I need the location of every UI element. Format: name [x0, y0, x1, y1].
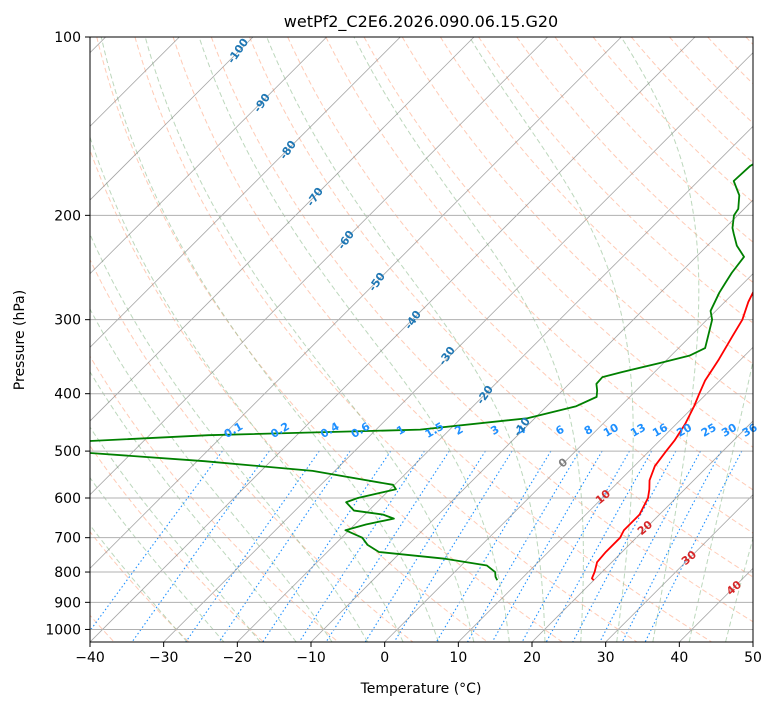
y-tick-label: 700 [54, 531, 81, 547]
dry-adiabat-line [554, 37, 753, 243]
plot-frame [89, 36, 754, 643]
y-tick-label: 1000 [45, 622, 81, 638]
dry-adiabat-line [90, 445, 264, 642]
x-axis-ticks: −40 −30 −20 −10 0 10 20 30 40 50 [75, 642, 762, 666]
moist-adiabats [90, 37, 753, 642]
moist-adiabat-line [90, 233, 369, 642]
dry-adiabat-line [439, 37, 753, 365]
isotherm-line [90, 37, 548, 496]
moist-adiabat-line [620, 37, 700, 642]
moist-adiabat-line [469, 37, 634, 642]
skewed-isotherms [90, 37, 753, 642]
dry-adiabat-line [363, 37, 753, 448]
temperature-line [591, 290, 753, 581]
mixing-ratio-line [364, 450, 486, 642]
y-axis-ticks: 100 200 300 400 500 600 700 800 900 1000 [45, 30, 90, 638]
y-tick-label: 800 [54, 565, 81, 581]
x-tick-label: 30 [597, 650, 615, 666]
isotherm-line [90, 37, 327, 275]
mixing-ratio-line [621, 450, 722, 642]
moist-adiabat-line [90, 370, 297, 642]
dry-adiabat-line [172, 37, 712, 642]
x-tick-label: −30 [149, 650, 179, 666]
isotherm-line [90, 37, 622, 569]
mixing-ratio-line [572, 450, 677, 642]
x-tick-label: 10 [449, 650, 467, 666]
x-tick-label: 40 [670, 650, 688, 666]
mixing-ratio-line [599, 450, 702, 642]
x-tick-label: 50 [744, 650, 762, 666]
isotherm-line [605, 494, 753, 642]
sounding-series [90, 163, 753, 581]
mixing-ratio-lines [90, 450, 743, 642]
x-tick-label: −40 [75, 650, 105, 666]
moist-adiabat-line [266, 37, 546, 642]
x-tick-label: −10 [296, 650, 326, 666]
mixing-ratio-line [435, 450, 552, 642]
y-tick-label: 100 [54, 30, 81, 46]
mixing-ratio-line [131, 450, 270, 642]
dry-adiabat-line [90, 355, 339, 642]
mixing-ratio-line [491, 450, 603, 642]
mixing-ratio-line [218, 450, 351, 642]
y-tick-label: 200 [54, 208, 81, 224]
isotherm-line [310, 199, 753, 642]
y-tick-label: 400 [54, 387, 81, 403]
moist-adiabat-line [688, 358, 753, 642]
moist-adiabat-line [144, 37, 475, 642]
isotherm-line [531, 420, 753, 642]
mixing-ratio-line [185, 450, 320, 642]
isotherm-line [90, 37, 696, 642]
mixing-ratio-line [545, 450, 653, 642]
mixing-ratio-line [467, 450, 580, 642]
y-tick-label: 300 [54, 313, 81, 329]
x-axis-label: Temperature (°C) [360, 681, 482, 697]
plot-background [90, 37, 753, 642]
moist-adiabat-line [198, 37, 510, 642]
y-axis-label: Pressure (hPa) [12, 290, 28, 390]
dry-adiabat-line [630, 37, 753, 164]
dewpoint-line [90, 163, 753, 581]
isotherm-line [90, 37, 254, 201]
isotherm-line [458, 346, 753, 642]
y-tick-label: 600 [54, 491, 81, 507]
isotherm-line [90, 37, 401, 348]
dry-adiabat-line [134, 37, 638, 642]
dry-adiabat-line [325, 37, 753, 491]
x-tick-label: 0 [380, 650, 389, 666]
x-tick-label: 20 [523, 650, 541, 666]
mixing-ratio-line [521, 450, 630, 642]
isotherm-line [384, 273, 753, 642]
isotherm-line [90, 37, 475, 422]
moist-adiabat-line [90, 135, 404, 642]
y-tick-label: 900 [54, 595, 81, 611]
dry-adiabat-line [210, 37, 753, 623]
moist-adiabat-line [90, 308, 333, 642]
chart-title: wetPf2_C2E6.2026.090.06.15.G20 [284, 12, 558, 32]
isotherm-line [163, 52, 753, 642]
mixing-ratio-line [393, 450, 513, 642]
moist-adiabat-line [100, 37, 439, 642]
isotherm-line [237, 125, 753, 642]
x-tick-label: −20 [223, 650, 253, 666]
dry-adiabat-line [401, 37, 753, 406]
dry-adiabat-line [516, 37, 753, 284]
isobar-gridlines [90, 37, 753, 630]
y-tick-label: 500 [54, 444, 81, 460]
dry-adiabat-line [287, 37, 753, 534]
